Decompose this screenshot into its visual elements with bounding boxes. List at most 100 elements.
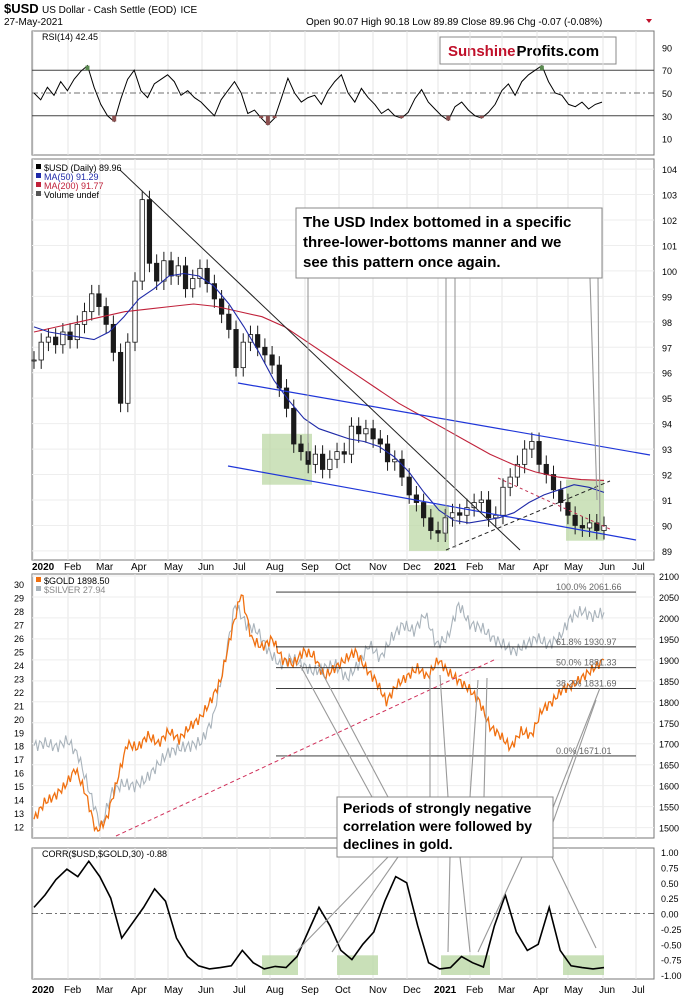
corr-negative-zone [563, 955, 604, 975]
usd-candle-body [31, 359, 37, 362]
usd-candle-body [550, 474, 557, 491]
usd-candle-body [529, 441, 535, 450]
usd-annotation-text: The USD Index bottomed in a specific thr… [303, 214, 576, 271]
usd-candle-body [457, 512, 463, 516]
usd-tick-label: 100 [662, 267, 677, 277]
usd-tick-label: 98 [662, 318, 672, 328]
usd-candle-body [341, 451, 347, 455]
x-tick-label: Apr [131, 985, 147, 996]
down-triangle-icon [646, 19, 652, 23]
corr-negative-zone [337, 955, 378, 975]
corr-callout-pointer [447, 856, 451, 953]
usd-candle-body [154, 262, 160, 282]
ohlc-readout: Open 90.07 High 90.18 Low 89.89 Close 89… [306, 17, 602, 28]
usd-bottom-zone [566, 479, 604, 541]
usd-candle-body [500, 486, 506, 516]
usd-candle-body [269, 354, 275, 366]
usd-candle-body [536, 441, 542, 465]
usd-candle-body [312, 453, 318, 465]
usd-legend-swatch [36, 191, 41, 196]
usd-candle-body [226, 313, 232, 330]
usd-candle-body [471, 502, 477, 509]
corr-tick-label: -1.00 [661, 971, 682, 981]
gold-callout-pointer [483, 677, 488, 798]
x-tick-label: Apr [533, 562, 549, 573]
silver-tick-label: 30 [14, 580, 24, 590]
gold-callout-pointer [551, 699, 597, 826]
corr-callout-pointer [477, 856, 523, 953]
gold-legend-entry: $SILVER 27.94 [44, 585, 105, 595]
corr-tick-label: 0.50 [661, 879, 679, 889]
silver-tick-label: 17 [14, 755, 24, 765]
usd-candle-body [276, 364, 282, 389]
usd-candle-body [399, 458, 405, 478]
symbol-label: $USD [4, 1, 39, 16]
fib-level-label: 61.8% 1930.97 [556, 637, 617, 647]
usd-tick-label: 102 [662, 216, 677, 226]
usd-legend-swatch [36, 182, 41, 187]
usd-candle-body [507, 476, 513, 488]
gold-callout-pointer [317, 664, 389, 798]
usd-legend-swatch [36, 173, 41, 178]
channel-lower-line [227, 465, 637, 541]
usd-candle-body [392, 458, 398, 463]
usd-candle-body [110, 323, 116, 353]
x-tick-label: 2021 [434, 562, 457, 573]
x-tick-label: Jul [632, 985, 645, 996]
x-tick-label: Feb [466, 562, 484, 573]
gold-tick-label: 1950 [659, 635, 679, 645]
usd-candle-body [558, 489, 564, 503]
usd-legend-entry: MA(200) 91.77 [44, 181, 104, 191]
gold-tick-label: 1850 [659, 677, 679, 687]
usd-candle-body [168, 260, 174, 277]
silver-tick-label: 25 [14, 647, 24, 657]
gold-callout-pointer [299, 664, 373, 798]
x-tick-label: Nov [369, 562, 387, 573]
svg-text:SunshineProfits.com: SunshineProfits.com [448, 43, 599, 60]
usd-candle-body [493, 514, 499, 519]
usd-candle-body [435, 530, 441, 534]
usd-candle-body [204, 267, 210, 285]
usd-candle-body [161, 260, 167, 282]
fib-level-label: 100.0% 2061.66 [556, 582, 622, 592]
silver-tick-label: 26 [14, 634, 24, 644]
rsi-tick-label: 30 [662, 112, 672, 122]
usd-annotation: The USD Index bottomed in a specific thr… [295, 207, 603, 279]
x-tick-label: Oct [335, 985, 351, 996]
usd-candle-body [327, 458, 333, 470]
usd-candle-body [190, 278, 196, 290]
usd-tick-label: 95 [662, 394, 672, 404]
x-tick-label: May [164, 985, 183, 996]
brand-logo: SunshineProfits.com [439, 36, 617, 65]
gold-legend-entry: $GOLD 1898.50 [44, 576, 110, 586]
usd-resistance-dashed-line [497, 477, 613, 531]
usd-candle-body [132, 280, 138, 343]
usd-candle-body [406, 476, 412, 496]
silver-tick-label: 23 [14, 674, 24, 684]
rsi-legend: RSI(14) 42.45 [42, 32, 98, 42]
usd-tick-label: 94 [662, 420, 672, 430]
corr-tick-label: 0.75 [661, 863, 679, 873]
usd-candle-body [298, 443, 304, 453]
usd-ma50-line [33, 272, 605, 524]
usd-candle-body [421, 502, 427, 519]
usd-candle-body [334, 451, 340, 460]
usd-legend-swatch [36, 164, 41, 169]
usd-candle-body [255, 334, 261, 348]
rsi-line [33, 64, 603, 126]
x-tick-label: May [164, 562, 183, 573]
silver-tick-label: 12 [14, 823, 24, 833]
usd-candle-body [586, 522, 593, 529]
gold-annotation-text: Periods of strongly negative correlation… [343, 800, 536, 852]
tick-labels: 2020 2020 Feb Feb Mar Mar Apr Apr May May Jun Jun Ju… [14, 43, 682, 996]
x-tick-label: Dec [403, 985, 421, 996]
usd-callout-pointer [597, 277, 601, 531]
series-layer [31, 64, 607, 970]
gold-tick-label: 1650 [659, 761, 679, 771]
usd-tick-label: 89 [662, 547, 672, 557]
rsi-tick-label: 90 [662, 43, 672, 53]
x-tick-label: Sep [301, 562, 319, 573]
usd-tick-label: 96 [662, 369, 672, 379]
corr-line [33, 859, 605, 970]
